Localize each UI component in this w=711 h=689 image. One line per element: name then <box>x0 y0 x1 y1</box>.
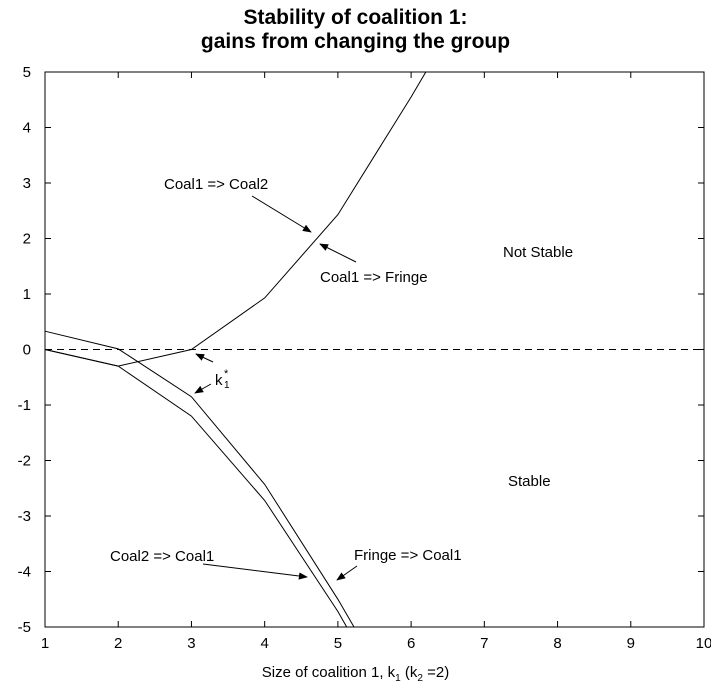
arrow-coal1-fringe <box>319 243 357 263</box>
y-tick-label: 1 <box>23 286 31 303</box>
x-tick-label: 5 <box>334 635 342 652</box>
y-tick-label: 5 <box>23 64 31 81</box>
x-tick-label: 2 <box>114 635 122 652</box>
x-tick-label: 4 <box>260 635 268 652</box>
x-tick-label: 8 <box>553 635 561 652</box>
x-axis-label-mid: (k <box>400 664 418 681</box>
annotation-coal1-fringe: Coal1 => Fringe <box>320 269 428 286</box>
y-tick-label: -5 <box>18 619 31 636</box>
x-tick-label: 10 <box>696 635 711 652</box>
x-tick-label: 7 <box>480 635 488 652</box>
arrow-kstar-lower <box>194 383 212 394</box>
x-axis-label-sub1: 1 <box>395 673 401 684</box>
annotation-coal1-coal2: Coal1 => Coal2 <box>164 176 268 193</box>
annotation-fringe-coal1: Fringe => Coal1 <box>354 547 462 564</box>
annotation-not-stable: Not Stable <box>503 244 573 261</box>
x-axis-label: Size of coalition 1, k1 (k2 =2) <box>0 664 711 684</box>
y-tick-label: 2 <box>23 231 31 248</box>
y-tick-label: -2 <box>18 453 31 470</box>
x-tick-label: 6 <box>407 635 415 652</box>
series-line-coal1-coal2 <box>44 71 427 367</box>
arrow-coal1-coal2 <box>251 195 312 233</box>
y-tick-label: -4 <box>18 564 31 581</box>
annotation-kstar: k 1 * <box>215 368 230 391</box>
series-line-fringe-coal1 <box>44 330 355 628</box>
y-tick-label: 4 <box>23 120 31 137</box>
kstar-subscript: 1 <box>224 380 230 391</box>
series-line-coal2-coal1 <box>44 349 348 628</box>
kstar-base: k <box>215 372 223 389</box>
y-tick-label: 0 <box>23 342 31 359</box>
y-tick-label: -3 <box>18 508 31 525</box>
arrow-fringe-coal1 <box>336 565 358 581</box>
x-tick-label: 3 <box>187 635 195 652</box>
chart-title-line-1: Stability of coalition 1: <box>243 6 468 29</box>
chart-title-line-2: gains from changing the group <box>200 30 511 53</box>
x-tick-label: 1 <box>41 635 49 652</box>
y-tick-label: -1 <box>18 397 31 414</box>
y-tick-label: 3 <box>23 175 31 192</box>
arrow-coal2-coal1 <box>202 563 308 580</box>
annotation-stable: Stable <box>508 473 551 490</box>
arrow-kstar-upper <box>195 353 214 363</box>
annotation-coal2-coal1: Coal2 => Coal1 <box>110 548 214 565</box>
x-axis-label-suffix: =2) <box>422 664 450 681</box>
x-axis-label-prefix: Size of coalition 1, k <box>261 664 396 681</box>
x-axis-label-sub2: 2 <box>417 673 423 684</box>
x-tick-label: 9 <box>627 635 635 652</box>
kstar-superscript: * <box>224 368 229 380</box>
